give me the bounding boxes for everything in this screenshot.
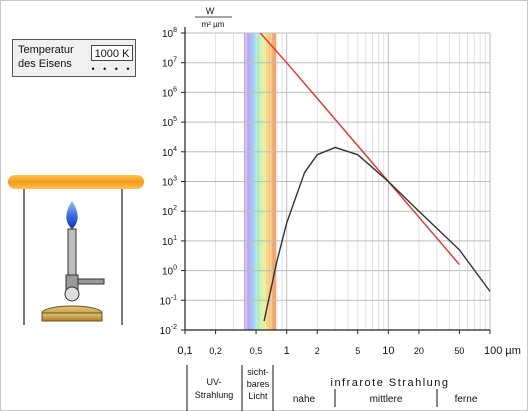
temperature-dots: • • • • [91, 64, 133, 74]
y-tick-label: 102 [162, 205, 177, 218]
gas-inlet [77, 278, 105, 285]
x-tick-label: 0,1 [177, 345, 192, 357]
region-label-middle-ir: mittlere [370, 394, 403, 405]
air-regulator [64, 286, 80, 302]
y-tick-label: 105 [162, 116, 177, 129]
region-label-visible: Licht [248, 391, 268, 401]
region-label-uv: Strahlung [195, 390, 234, 400]
x-tick-label: 1 [284, 345, 290, 357]
x-tick-label: 0,5 [250, 346, 263, 356]
x-tick-label: 100 µm [484, 345, 521, 357]
x-tick-label: 2 [315, 346, 320, 356]
y-tick-label: 104 [162, 146, 177, 159]
y-tick-label: 100 [162, 265, 177, 278]
rayleigh-jeans-line [259, 32, 460, 265]
planck-curve [263, 146, 491, 322]
y-unit-denominator: m² µm [202, 20, 225, 29]
region-label-infrared: infrarote Strahlung [331, 377, 450, 389]
x-tick-label: 20 [414, 346, 424, 356]
flame-icon [66, 201, 78, 229]
region-label-visible: sicht- [247, 367, 269, 377]
y-tick-label: 10-2 [160, 324, 177, 337]
temperature-label: Temperatur des Eisens [18, 44, 74, 70]
x-tick-label: 50 [454, 346, 464, 356]
y-tick-label: 10-1 [160, 294, 177, 307]
region-label-far-ir: ferne [455, 394, 478, 405]
y-tick-label: 106 [162, 86, 177, 99]
temperature-display[interactable]: 1000 K [91, 45, 133, 61]
x-tick-label: 10 [382, 345, 394, 357]
y-tick-label: 108 [162, 27, 177, 40]
x-tick-label: 0,2 [209, 346, 222, 356]
y-unit-numerator: W [206, 6, 215, 16]
region-label-near-ir: nahe [293, 394, 316, 405]
x-tick-label: 5 [355, 346, 360, 356]
burner-foot [41, 312, 103, 322]
y-tick-label: 107 [162, 57, 177, 70]
region-label-uv: UV- [206, 377, 221, 387]
y-tick-label: 103 [162, 176, 177, 189]
temperature-panel: Temperatur des Eisens 1000 K • • • • [12, 39, 136, 77]
bunsen-burner-illustration [8, 175, 144, 325]
y-tick-label: 101 [162, 235, 177, 248]
region-label-visible: bares [247, 379, 270, 389]
glowing-iron-bar [8, 175, 144, 189]
